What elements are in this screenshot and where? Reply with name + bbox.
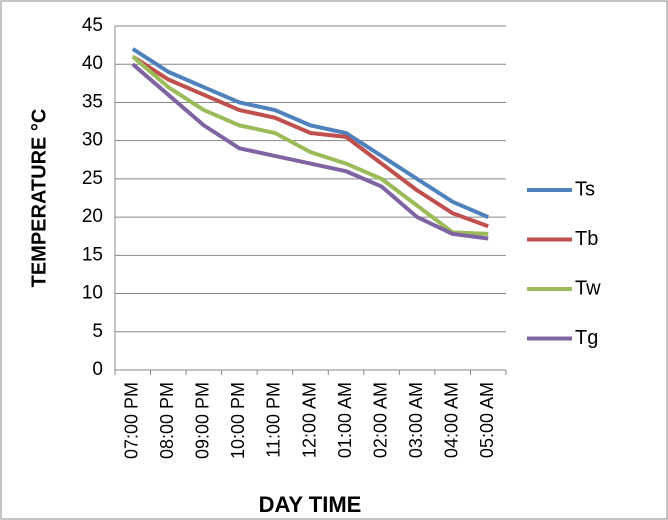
y-tick-label: 20 bbox=[82, 206, 103, 227]
x-tick-label: 04:00 AM bbox=[441, 382, 461, 458]
x-tick-label: 12:00 AM bbox=[299, 382, 319, 458]
y-tick-label: 40 bbox=[82, 53, 103, 74]
y-tick-label: 5 bbox=[92, 321, 103, 342]
y-tick-label: 15 bbox=[82, 244, 103, 265]
series-line bbox=[131, 54, 489, 229]
x-tick-label: 09:00 PM bbox=[193, 382, 213, 459]
series-line bbox=[131, 47, 490, 219]
x-tick-label: 03:00 AM bbox=[406, 382, 426, 458]
y-tick-label: 35 bbox=[82, 91, 103, 112]
x-tick-label: 02:00 AM bbox=[370, 382, 390, 458]
legend-label: Tw bbox=[575, 277, 601, 299]
y-tick-label: 0 bbox=[92, 359, 103, 380]
x-tick-label: 11:00 PM bbox=[264, 382, 284, 458]
series-line bbox=[131, 62, 489, 241]
x-tick-label: 10:00 PM bbox=[228, 382, 248, 459]
y-tick-label: 45 bbox=[82, 15, 103, 36]
x-tick-label: 08:00 PM bbox=[157, 382, 177, 459]
y-tick-label: 30 bbox=[82, 130, 103, 151]
y-tick-label: 10 bbox=[82, 283, 103, 304]
x-tick-label: 05:00 AM bbox=[477, 382, 497, 458]
x-tick-label: 07:00 PM bbox=[122, 382, 142, 459]
y-tick-label: 25 bbox=[82, 168, 103, 189]
series-line bbox=[131, 55, 489, 236]
y-axis-title: TEMPERATURE °C bbox=[28, 109, 50, 288]
legend-label: Tg bbox=[575, 327, 598, 349]
x-tick-label: 01:00 AM bbox=[335, 382, 355, 458]
legend-label: Ts bbox=[575, 178, 595, 200]
legend-label: Tb bbox=[575, 228, 598, 250]
x-axis-title: DAY TIME bbox=[259, 492, 362, 517]
